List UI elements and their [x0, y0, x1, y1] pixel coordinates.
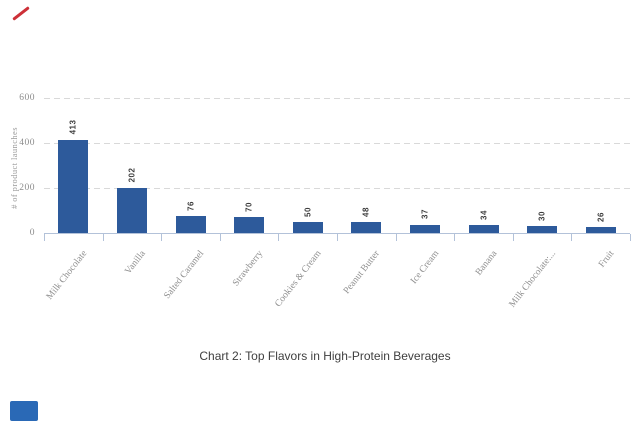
- bar: [585, 227, 616, 233]
- category-label: Milk Chocolate: [44, 248, 90, 302]
- x-axis-tick: [454, 234, 456, 241]
- category-label: Vanilla: [123, 248, 148, 277]
- gridline: [44, 188, 630, 189]
- category-label: Strawberry: [231, 248, 266, 289]
- bar: [527, 226, 558, 233]
- y-tick-label: 200: [19, 183, 35, 193]
- category-label: Cookies & Cream: [273, 248, 324, 310]
- chart-caption: Chart 2: Top Flavors in High-Protein Bev…: [199, 349, 451, 363]
- category-label: Fruit: [597, 248, 617, 270]
- gridline: [44, 98, 630, 99]
- bar: [292, 221, 323, 233]
- x-axis-tick: [44, 234, 45, 241]
- x-axis-tick: [102, 234, 104, 241]
- x-axis-tick: [630, 234, 631, 241]
- x-axis-tick: [278, 234, 280, 241]
- y-tick-label: 400: [19, 138, 35, 148]
- blue-rect-decoration: [10, 401, 38, 421]
- bar: [58, 140, 89, 233]
- x-axis-tick: [512, 234, 514, 241]
- bar: [234, 217, 265, 233]
- category-label: Milk Chocolate:...: [507, 248, 559, 310]
- bar: [468, 225, 499, 233]
- bar: [116, 187, 147, 233]
- bar-value-label: 37: [420, 209, 430, 220]
- bar-value-label: 76: [186, 200, 195, 211]
- category-label: Ice Cream: [408, 248, 441, 287]
- x-axis-tick: [395, 234, 397, 241]
- y-axis-title: # of product launches: [9, 127, 19, 209]
- red-stroke-decoration: [12, 6, 30, 21]
- bar-value-label: 202: [127, 167, 137, 183]
- x-axis-tick: [161, 234, 163, 241]
- category-label: Salted Caramel: [162, 248, 207, 302]
- bar-value-label: 34: [479, 210, 488, 221]
- bar-value-label: 30: [537, 211, 547, 221]
- bar-value-label: 70: [244, 202, 254, 212]
- category-label: Peanut Butter: [342, 248, 383, 297]
- x-axis-tick: [219, 234, 221, 241]
- y-tick-label: 0: [29, 228, 35, 238]
- gridline: [44, 143, 630, 144]
- x-axis-tick: [337, 234, 338, 241]
- x-axis-tick: [571, 234, 573, 241]
- bar: [351, 222, 382, 233]
- bar-value-label: 26: [596, 211, 606, 222]
- bar: [175, 215, 206, 233]
- bar-value-label: 48: [361, 207, 371, 217]
- y-tick-label: 600: [19, 93, 35, 103]
- x-axis-line: [44, 233, 630, 234]
- category-label: Banana: [474, 248, 500, 278]
- bar-value-label: 413: [68, 119, 78, 135]
- bar-value-label: 50: [303, 206, 313, 217]
- bar: [409, 224, 440, 233]
